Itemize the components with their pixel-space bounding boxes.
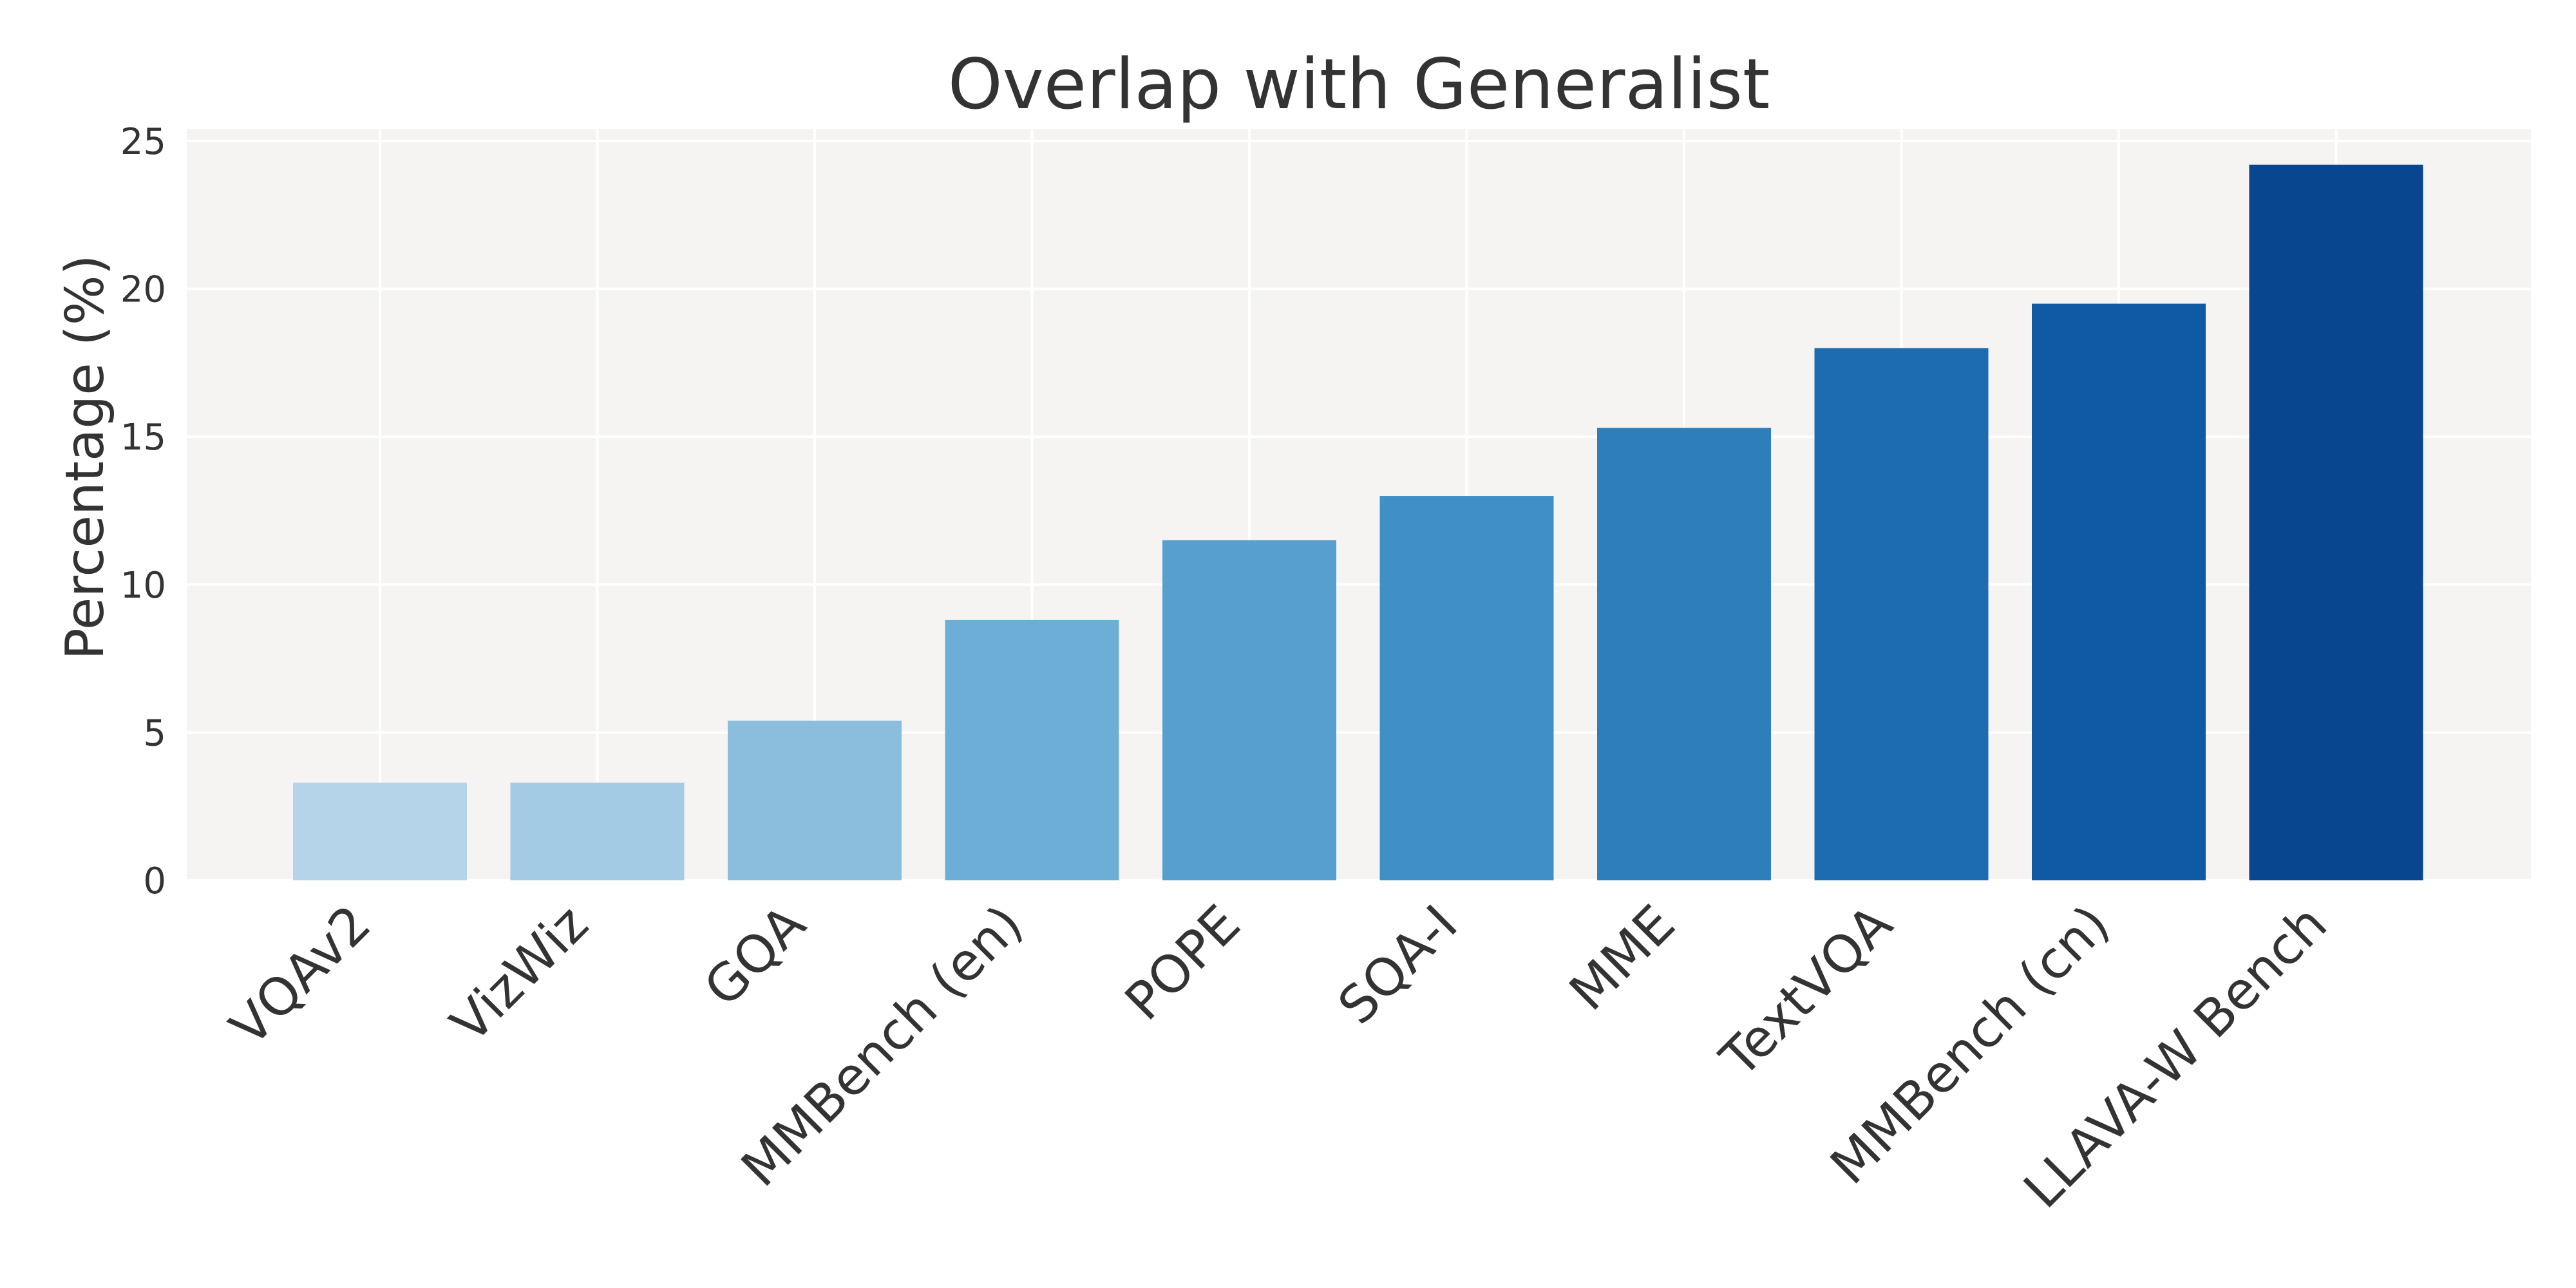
x-tick-label: TextVQA (1709, 893, 1904, 1088)
y-tick-label: 20 (120, 269, 166, 311)
y-tick-labels: 0 5 10 15 20 25 (120, 121, 166, 902)
bars (293, 164, 2423, 881)
y-tick-label: 5 (143, 712, 166, 754)
bar (2032, 303, 2206, 880)
y-tick-label: 15 (120, 417, 166, 459)
y-axis-label: Percentage (%) (55, 254, 116, 659)
x-tick-label: VizWiz (439, 894, 600, 1054)
x-tick-label: POPE (1113, 894, 1251, 1032)
bar (1814, 348, 1989, 880)
bar (945, 620, 1119, 880)
bar (510, 782, 685, 880)
x-tick-label: VQAv2 (219, 894, 383, 1057)
x-tick-label: MME (1558, 894, 1686, 1022)
bar (1597, 428, 1771, 880)
y-tick-label: 10 (120, 565, 166, 607)
bar (728, 721, 902, 880)
x-tick-label: SQA-I (1327, 894, 1469, 1036)
chart-title: Overlap with Generalist (948, 44, 1770, 125)
bar (2249, 164, 2423, 881)
bar (1379, 496, 1554, 880)
y-tick-label: 0 (143, 860, 166, 902)
x-tick-label: GQA (693, 893, 817, 1018)
bar (1162, 540, 1336, 880)
bar (293, 782, 467, 880)
y-tick-label: 25 (120, 121, 166, 163)
